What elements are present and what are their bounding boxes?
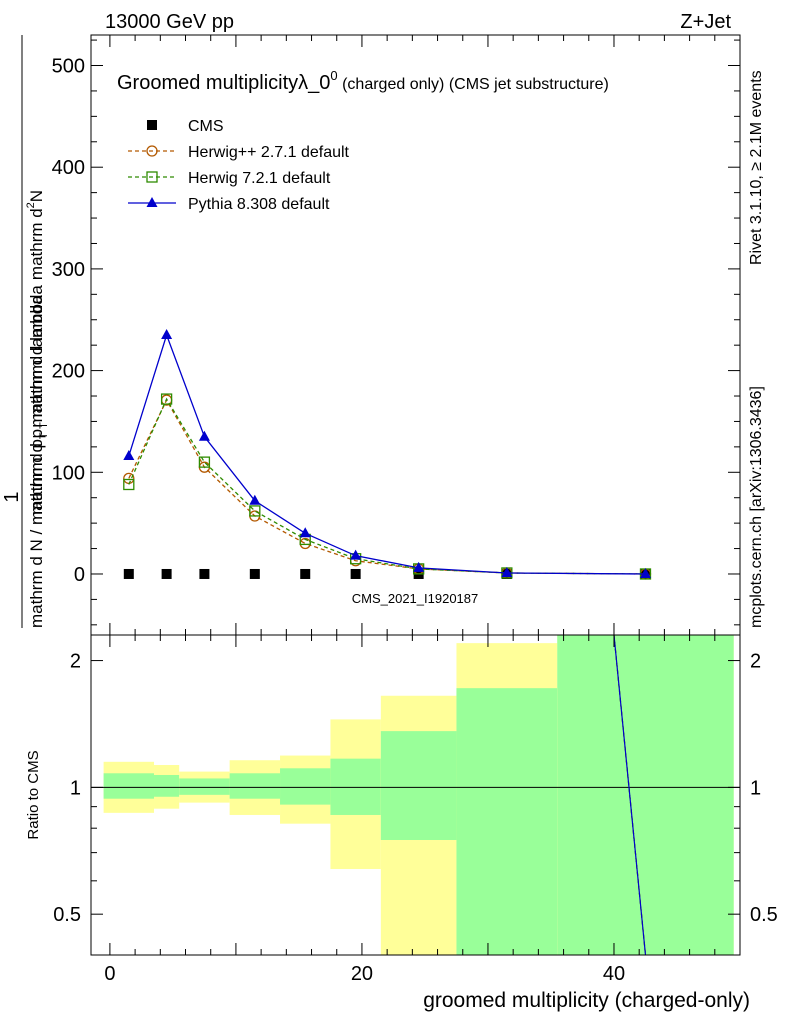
legend-item: Herwig++ 2.7.1 default [128,144,350,161]
data-point [161,568,172,579]
legend-item: CMS [147,118,224,135]
ratio-stat-band [179,778,230,795]
collision-label: 13000 GeV pp [105,11,234,33]
analysis-watermark: CMS_2021_I1920187 [352,591,479,606]
legend-item: Herwig 7.2.1 default [128,170,331,187]
y-label-num2-sub: T [38,422,50,429]
title-main: Groomed multiplicity [117,72,298,94]
y-tick-label: 0 [74,564,85,586]
ratio-stat-band [154,774,180,797]
ratio-y-ticks: 0.5 0.5 1 1 2 2 [53,651,778,927]
series-1 [123,394,652,580]
data-point [160,393,173,405]
ratio-y-label: Ratio to CMS [25,750,42,839]
mcplots-label: mcplots.cern.ch [arXiv:1306.3436] [748,386,765,628]
y-label-numerator-2: mathrm d pT mathrm d lambda [27,285,50,515]
legend-label: Pythia 8.308 default [188,196,330,213]
data-point [249,568,260,579]
series-line [128,397,646,575]
ratio-y-tick-label: 0.5 [53,904,81,926]
data-point [299,527,311,538]
ratio-line [613,634,647,956]
data-point [123,478,135,491]
y-tick-label: 300 [52,259,85,281]
ratio-stat-band [280,768,331,805]
legend-label: CMS [188,118,224,135]
y-tick-label: 500 [52,56,85,78]
y-label-den-sub: T [38,432,50,439]
y-label-denominator: mathrm d N / mathrm d pT mathrm d lambda [27,295,50,628]
title-sup: 0 [330,68,337,83]
ratio-y-tick-label: 1 [70,777,81,799]
ratio-frame [90,634,741,956]
legend-item: Pythia 8.308 default [128,196,330,213]
y-label-den: mathrm d N / mathrm d p [27,439,46,628]
ratio-stat-band [557,635,734,955]
series-line [128,398,646,575]
data-point [413,561,425,572]
ratio-bands [103,635,734,955]
main-series [123,329,652,580]
y-tick-label: 400 [52,157,85,179]
legend-label: Herwig++ 2.7.1 default [188,144,350,161]
title-rest: (charged only) (CMS jet substructure) [338,76,609,93]
data-point [249,505,261,517]
chart-title: Groomed multiplicityλ_00 (charged only) … [117,68,609,94]
data-point [350,549,362,560]
x-tick-label: 0 [104,963,115,985]
legend-label: Herwig 7.2.1 default [188,170,331,187]
data-point [639,567,651,578]
series-2 [123,393,652,580]
x-tick-label: 40 [603,963,625,985]
process-label: Z+Jet [680,11,731,33]
y-label-prefix: 1 [1,491,23,502]
legend-marker [146,171,158,183]
y-label-num2-end: mathrm d lambda [27,285,46,423]
y-label-den-end: mathrm d lambda [27,295,46,433]
ratio-y-tick-label: 2 [70,651,81,673]
legend-marker [146,145,158,157]
legend-marker [147,120,157,130]
main-y-label: 1 mathrm d2N mathrm d pT mathrm d lambda… [1,35,50,628]
data-point [123,450,135,461]
y-label-num2: mathrm d p [27,429,46,515]
ratio-stat-band [229,773,281,799]
ratio-stat-band [456,688,558,955]
x-ticks: 0 20 40 [104,635,741,985]
x-tick-label: 20 [351,963,373,985]
y-tick-label: 200 [52,361,85,383]
data-point [123,568,134,579]
data-point [249,494,261,505]
ratio-y-tick-label-right: 1 [750,777,761,799]
series-line [128,332,646,575]
data-point [199,568,210,579]
y-tick-label: 100 [52,462,85,484]
legend-marker [146,197,158,207]
ratio-stat-band [103,773,155,799]
ratio-panel: 0.5 0.5 1 1 2 2 0 20 40 [53,634,778,985]
y-label-num-sup: 2 [25,202,37,208]
data-point [161,329,173,339]
data-point [198,430,210,441]
data-point [300,568,311,579]
ratio-lines [613,634,647,956]
legend: CMS Herwig++ 2.7.1 default Herwig 7.2.1 de… [128,118,350,213]
rivet-label: Rivet 3.1.10, ≥ 2.1M events [748,70,765,265]
x-axis-label: groomed multiplicity (charged-only) [423,989,750,1012]
data-point [350,568,361,579]
title-lambda: λ_0 [298,72,330,94]
ratio-stat-band [330,758,381,815]
y-label-numerator: mathrm d2N [25,190,46,280]
series-3 [123,329,651,578]
ratio-y-tick-label-right: 2 [750,651,761,673]
y-label-num-end: N [27,190,46,202]
data-point [501,566,513,577]
main-y-ticks: 0 100 200 300 400 500 [52,35,741,635]
data-point [198,456,211,468]
main-panel: 0 100 200 300 400 500 Groomed multiplicityλ_0… [52,34,741,636]
y-label-num-1: mathrm d [27,208,46,280]
ratio-y-tick-label-right: 0.5 [750,904,778,926]
ratio-stat-band [380,731,457,841]
